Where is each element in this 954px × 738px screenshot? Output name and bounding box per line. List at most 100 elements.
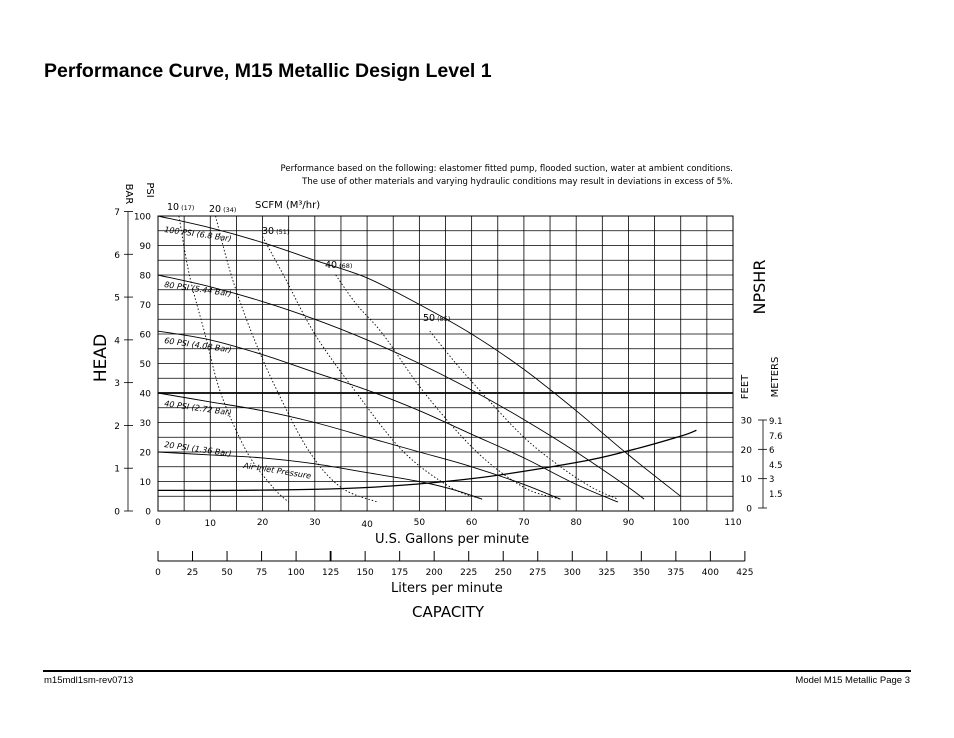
scfm-curve-label: 40 (68) bbox=[325, 260, 352, 271]
psi-tick-label: 90 bbox=[140, 242, 152, 252]
feet-tick-label: 0 bbox=[746, 505, 752, 515]
gpm-tick-label: 70 bbox=[518, 518, 530, 528]
head-axis-title: HEAD bbox=[91, 334, 111, 382]
lpm-tick-label: 375 bbox=[667, 568, 684, 578]
lpm-tick-label: 400 bbox=[702, 568, 719, 578]
bar-tick-label: 0 bbox=[114, 508, 120, 518]
npshr-curve bbox=[157, 429, 697, 492]
footer-rule bbox=[43, 670, 911, 672]
scfm-curve bbox=[178, 215, 290, 503]
gpm-axis-title: U.S. Gallons per minute bbox=[375, 532, 529, 547]
lpm-tick-label: 325 bbox=[598, 568, 615, 578]
air-pressure-curve-label: 60 PSI (4.08 Bar) bbox=[164, 336, 232, 354]
chart-labels: 100 PSI (6.8 Bar) 80 PSI (5.44 Bar) 60 PSI… bbox=[164, 164, 733, 481]
air-pressure-curve-label: 100 PSI (6.8 Bar) bbox=[164, 225, 232, 243]
note-line-2: The use of other materials and varying h… bbox=[301, 177, 733, 187]
feet-tick-label: 10 bbox=[741, 475, 753, 485]
gpm-tick-label: 80 bbox=[570, 518, 582, 528]
meters-tick-label: 7.6 bbox=[769, 432, 783, 442]
psi-axis-title: PSI bbox=[144, 182, 155, 197]
chart-grid bbox=[157, 215, 734, 512]
scfm-curve-label: 30 (51) bbox=[262, 226, 289, 237]
gpm-tick-label: 20 bbox=[257, 518, 269, 528]
gpm-tick-label: 90 bbox=[623, 518, 635, 528]
gpm-tick-label: 100 bbox=[672, 518, 689, 528]
psi-tick-label: 30 bbox=[140, 419, 152, 429]
footer-doc-id: m15mdl1sm-rev0713 bbox=[44, 675, 134, 686]
lpm-tick-label: 75 bbox=[256, 568, 267, 578]
bar-tick-label: 2 bbox=[114, 422, 120, 432]
gpm-tick-label: 50 bbox=[414, 518, 426, 528]
lpm-tick-label: 275 bbox=[529, 568, 546, 578]
gpm-tick-label: 0 bbox=[155, 518, 161, 528]
scfm-curve-label: 50 (85) bbox=[423, 313, 450, 324]
meters-tick-label: 4.5 bbox=[769, 461, 783, 471]
scfm-label: SCFM (M³/hr) bbox=[255, 200, 320, 211]
psi-tick-label: 10 bbox=[140, 478, 152, 488]
lpm-tick-label: 100 bbox=[287, 568, 304, 578]
page-title: Performance Curve, M15 Metallic Design L… bbox=[44, 60, 492, 82]
scfm-curve bbox=[335, 274, 561, 500]
footer-page-label: Model M15 Metallic Page 3 bbox=[795, 675, 910, 686]
air-inlet-pressure-label: Air Inlet Pressure bbox=[242, 461, 312, 481]
lpm-tick-label: 175 bbox=[391, 568, 408, 578]
air-pressure-curve bbox=[157, 451, 483, 500]
psi-tick-label: 70 bbox=[140, 301, 152, 311]
lpm-tick-label: 350 bbox=[633, 568, 650, 578]
lpm-tick-label: 50 bbox=[221, 568, 233, 578]
psi-tick-label: 20 bbox=[140, 449, 152, 459]
scfm-curve bbox=[262, 236, 483, 500]
air-pressure-curve-label: 20 PSI (1.36 Bar) bbox=[164, 440, 232, 458]
air-pressure-curve bbox=[157, 392, 561, 500]
air-pressure-curve bbox=[157, 274, 645, 500]
scfm-curve-label: 20 (34) bbox=[209, 204, 236, 215]
lpm-tick-label: 200 bbox=[426, 568, 443, 578]
psi-tick-label: 40 bbox=[140, 390, 152, 400]
bar-tick-label: 4 bbox=[114, 336, 120, 346]
note-line-1: Performance based on the following: elas… bbox=[281, 164, 733, 174]
lpm-tick-label: 250 bbox=[495, 568, 512, 578]
meters-tick-label: 3 bbox=[769, 475, 774, 485]
lpm-tick-label: 300 bbox=[564, 568, 581, 578]
air-pressure-curve-label: 40 PSI (2.72 Bar) bbox=[164, 399, 232, 417]
feet-tick-label: 20 bbox=[741, 446, 753, 456]
gpm-tick-label: 110 bbox=[724, 518, 741, 528]
bar-tick-label: 7 bbox=[114, 208, 120, 218]
lpm-axis-title: Liters per minute bbox=[391, 581, 503, 596]
scfm-curve bbox=[215, 215, 378, 503]
feet-tick-label: 30 bbox=[741, 417, 753, 427]
bar-tick-label: 3 bbox=[114, 379, 120, 389]
bar-tick-label: 1 bbox=[114, 465, 120, 475]
bar-tick-label: 6 bbox=[114, 251, 120, 261]
psi-tick-label: 100 bbox=[134, 213, 151, 223]
air-pressure-curve bbox=[157, 215, 681, 497]
meters-tick-label: 9.1 bbox=[769, 417, 783, 427]
air-pressure-curve bbox=[157, 330, 619, 503]
plot-border bbox=[157, 215, 734, 512]
bar-tick-label: 5 bbox=[114, 294, 120, 304]
meters-axis-title: METERS bbox=[770, 357, 781, 398]
scfm-curve-label: 10 (17) bbox=[167, 202, 194, 213]
chart-curves bbox=[157, 215, 697, 503]
gpm-tick-label: 60 bbox=[466, 518, 478, 528]
lpm-tick-label: 425 bbox=[736, 568, 753, 578]
gpm-tick-label: 10 bbox=[205, 519, 217, 529]
air-pressure-curve-label: 80 PSI (5.44 Bar) bbox=[164, 280, 232, 298]
lpm-tick-label: 25 bbox=[187, 568, 198, 578]
psi-tick-label: 80 bbox=[140, 272, 152, 282]
capacity-title: CAPACITY bbox=[412, 603, 485, 621]
psi-tick-label: 50 bbox=[140, 360, 152, 370]
feet-axis-title: FEET bbox=[740, 374, 751, 399]
lpm-tick-label: 150 bbox=[357, 568, 374, 578]
gpm-tick-label: 40 bbox=[361, 520, 373, 530]
lpm-tick-label: 0 bbox=[155, 568, 161, 578]
meters-tick-label: 1.5 bbox=[769, 490, 783, 500]
npshr-title: NPSHR bbox=[750, 260, 769, 315]
psi-tick-label: 60 bbox=[140, 331, 152, 341]
lpm-tick-label: 125 bbox=[322, 568, 339, 578]
gpm-tick-label: 30 bbox=[309, 518, 321, 528]
bar-axis-title: BAR bbox=[123, 184, 134, 205]
lpm-tick-label: 225 bbox=[460, 568, 477, 578]
meters-tick-label: 6 bbox=[769, 446, 774, 456]
